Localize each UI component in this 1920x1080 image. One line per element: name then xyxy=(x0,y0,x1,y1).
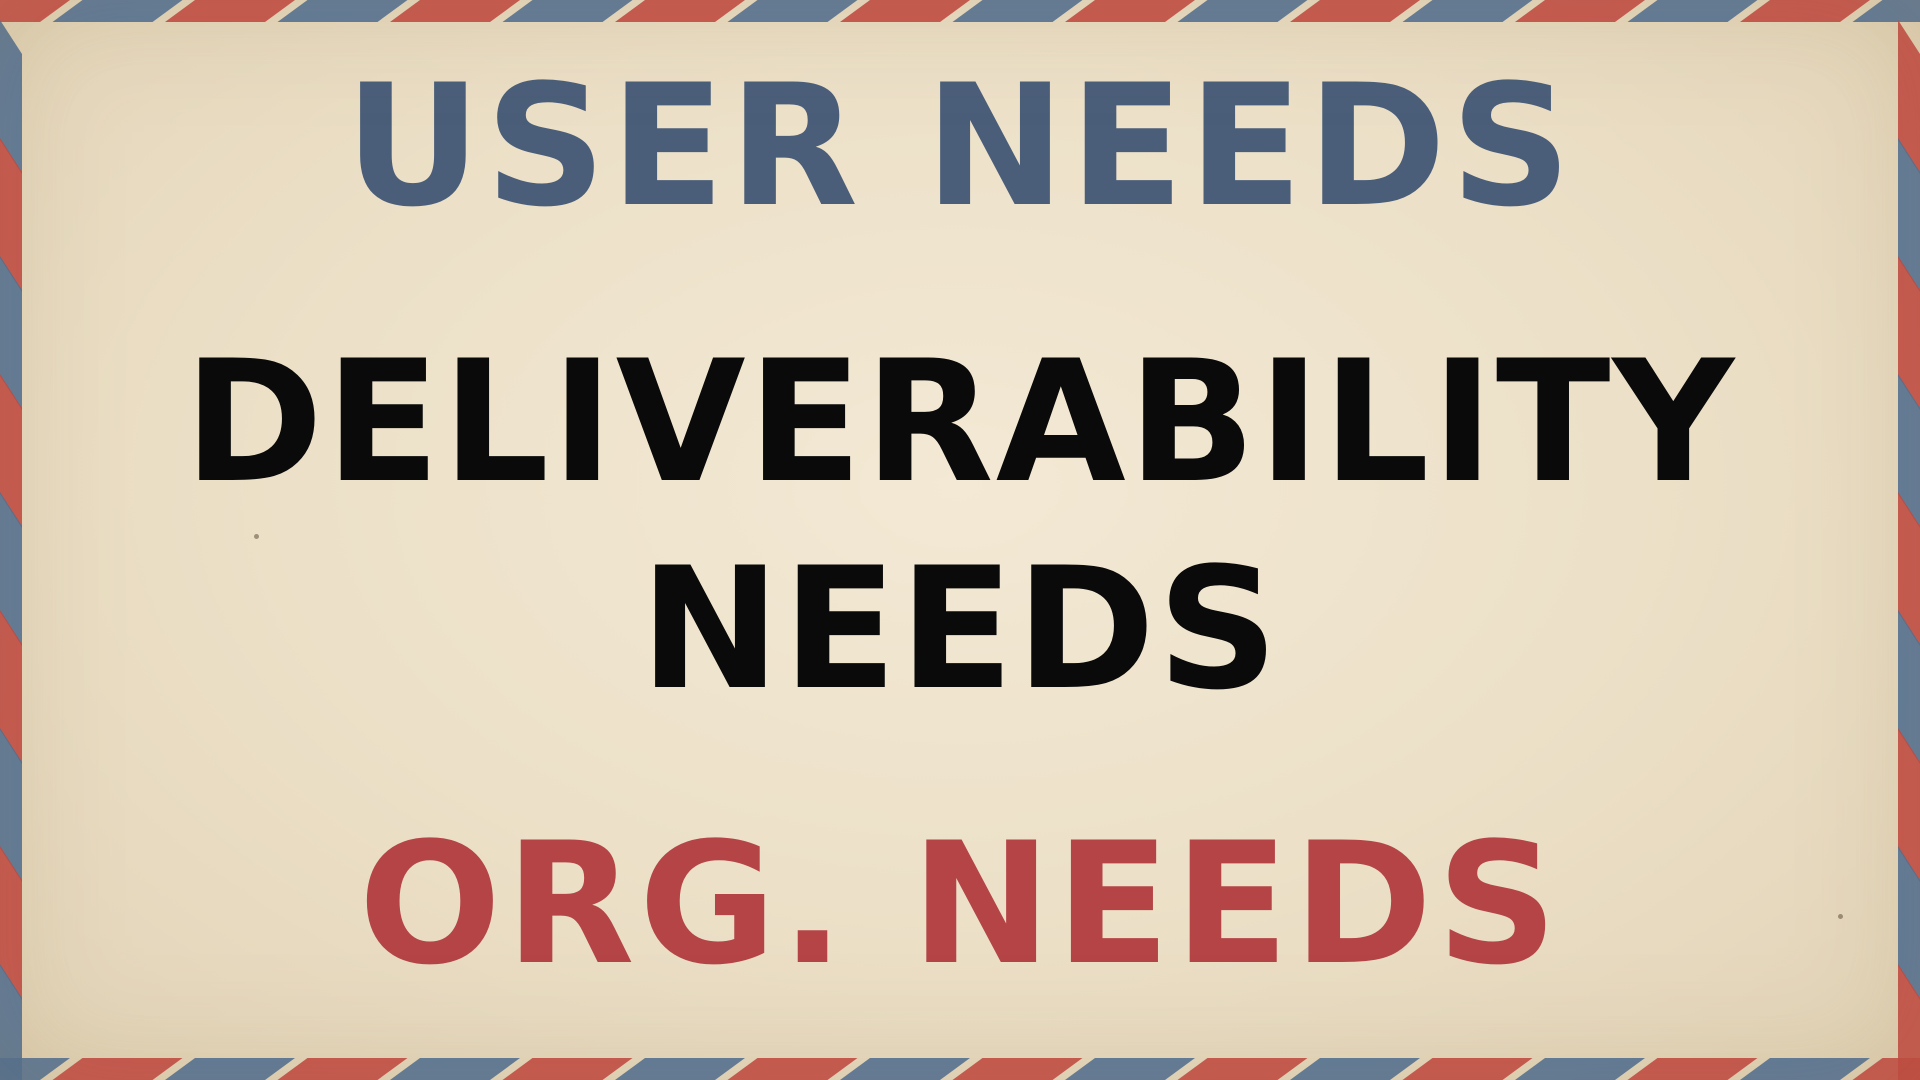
bottom-stripe xyxy=(1290,1058,1420,1080)
paper-speck xyxy=(1838,914,1843,919)
top-stripe xyxy=(1515,0,1645,22)
right-stripe xyxy=(1898,138,1920,292)
bottom-stripe xyxy=(1402,1058,1533,1080)
bottom-stripe xyxy=(1065,1058,1195,1080)
bottom-stripe xyxy=(727,1058,858,1080)
bottom-stripe xyxy=(277,1058,408,1080)
user-needs-heading: USER NEEDS xyxy=(344,48,1576,244)
org-needs-heading: ORG. NEEDS xyxy=(358,806,1562,1002)
top-stripe xyxy=(0,0,70,22)
bottom-stripes xyxy=(0,1058,1920,1080)
right-stripe xyxy=(1898,374,1920,528)
bottom-stripe xyxy=(615,1058,745,1080)
left-stripe xyxy=(0,610,22,764)
top-stripe xyxy=(615,0,745,22)
bottom-stripe xyxy=(1627,1058,1758,1080)
top-stripes xyxy=(0,0,1920,22)
right-stripe xyxy=(1898,492,1920,646)
left-stripe xyxy=(0,20,22,174)
top-stripe xyxy=(727,0,858,22)
bottom-stripe xyxy=(1177,1058,1308,1080)
top-stripe xyxy=(1065,0,1195,22)
left-stripe xyxy=(0,138,22,292)
left-stripes xyxy=(0,20,22,1080)
right-stripe xyxy=(1898,846,1920,1000)
left-stripe xyxy=(0,728,22,882)
bottom-stripe xyxy=(952,1058,1083,1080)
right-stripes xyxy=(1898,20,1920,1080)
right-stripe xyxy=(1898,610,1920,764)
bottom-stripe xyxy=(840,1058,970,1080)
bottom-stripe xyxy=(52,1058,183,1080)
bottom-stripe xyxy=(1515,1058,1645,1080)
right-stripe xyxy=(1898,20,1920,174)
right-stripe xyxy=(1898,964,1920,1080)
top-stripe xyxy=(165,0,295,22)
top-stripe xyxy=(502,0,633,22)
top-stripe xyxy=(1402,0,1533,22)
deliverability-needs-heading: NEEDS xyxy=(639,531,1281,727)
right-stripe xyxy=(1898,728,1920,882)
left-stripe xyxy=(0,846,22,1000)
paper-speck xyxy=(254,534,259,539)
top-stripe xyxy=(1627,0,1758,22)
bottom-stripe xyxy=(165,1058,295,1080)
top-stripe xyxy=(840,0,970,22)
right-stripe xyxy=(1898,256,1920,410)
top-stripe xyxy=(390,0,520,22)
deliverability-heading: DELIVERABILITY xyxy=(183,324,1737,520)
left-stripe xyxy=(0,492,22,646)
left-stripe xyxy=(0,964,22,1080)
top-stripe xyxy=(277,0,408,22)
bottom-stripe xyxy=(1740,1058,1870,1080)
bottom-stripe xyxy=(390,1058,520,1080)
left-stripe xyxy=(0,374,22,528)
top-stripe xyxy=(1852,0,1920,22)
bottom-stripe xyxy=(502,1058,633,1080)
top-stripe xyxy=(1740,0,1870,22)
left-stripe xyxy=(0,256,22,410)
top-stripe xyxy=(1177,0,1308,22)
top-stripe xyxy=(1290,0,1420,22)
top-stripe xyxy=(952,0,1083,22)
top-stripe xyxy=(52,0,183,22)
